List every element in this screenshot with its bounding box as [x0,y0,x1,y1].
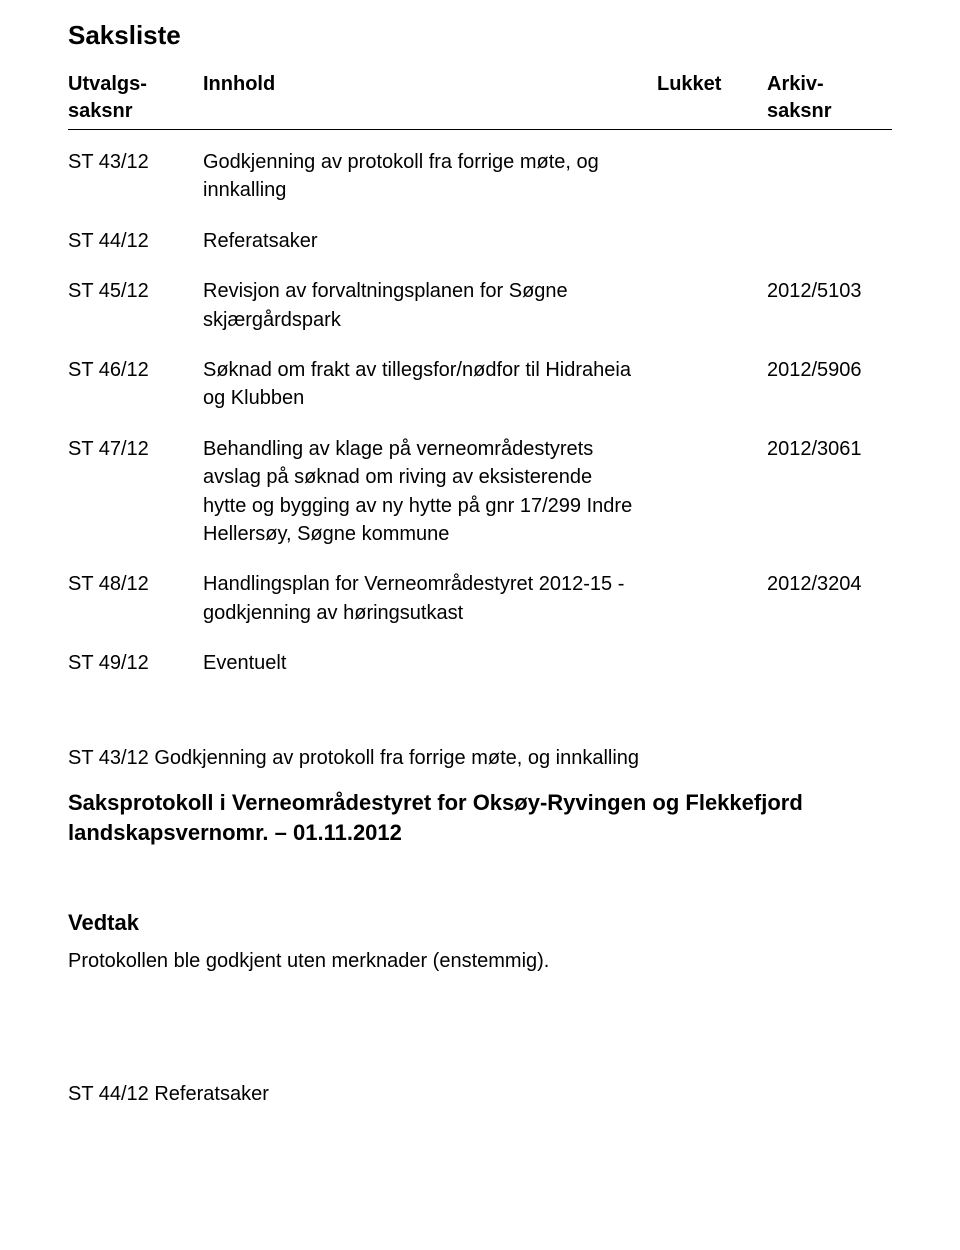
row-arkiv: 2012/3204 [767,570,892,598]
row-arkiv: 2012/3061 [767,435,892,463]
vedtak-body: Protokollen ble godkjent uten merknader … [68,950,892,973]
table-row: ST 45/12 Revisjon av forvaltningsplanen … [68,267,892,346]
row-content: Behandling av klage på verneområdestyret… [203,435,657,549]
table-row: ST 49/12 Eventuelt [68,639,892,689]
row-content: Referatsaker [203,227,657,255]
table-row: ST 43/12 Godkjenning av protokoll fra fo… [68,138,892,217]
vedtak-label: Vedtak [68,910,892,936]
page-title: Saksliste [68,20,892,51]
table-row: ST 44/12 Referatsaker [68,217,892,267]
row-id: ST 47/12 [68,435,203,463]
col-arkiv-line2: saksnr [767,98,892,125]
row-content: Eventuelt [203,649,657,677]
row-arkiv: 2012/5906 [767,356,892,384]
col-id-line2: saksnr [68,98,203,125]
row-content: Søknad om frakt av tillegsfor/nødfor til… [203,356,657,413]
row-id: ST 45/12 [68,277,203,305]
col-content: Innhold [203,71,637,98]
table-row: ST 46/12 Søknad om frakt av tillegsfor/n… [68,346,892,425]
row-id: ST 49/12 [68,649,203,677]
row-content: Revisjon av forvaltningsplanen for Søgne… [203,277,657,334]
table-row: ST 47/12 Behandling av klage på verneomr… [68,425,892,561]
row-id: ST 44/12 [68,227,203,255]
col-id-line1: Utvalgs- [68,71,203,98]
col-closed: Lukket [657,71,767,98]
section-heading: ST 43/12 Godkjenning av protokoll fra fo… [68,747,892,770]
row-id: ST 43/12 [68,148,203,176]
col-arkiv-line1: Arkiv- [767,71,892,98]
row-content: Handlingsplan for Verneområdestyret 2012… [203,570,657,627]
footnote: ST 44/12 Referatsaker [68,1083,892,1106]
table-header: Utvalgs- saksnr Innhold Lukket Arkiv- sa… [68,71,892,130]
row-id: ST 46/12 [68,356,203,384]
table-row: ST 48/12 Handlingsplan for Verneområdest… [68,560,892,639]
row-content: Godkjenning av protokoll fra forrige møt… [203,148,657,205]
row-id: ST 48/12 [68,570,203,598]
row-arkiv: 2012/5103 [767,277,892,305]
protocol-heading: Saksprotokoll i Verneområdestyret for Ok… [68,788,892,847]
